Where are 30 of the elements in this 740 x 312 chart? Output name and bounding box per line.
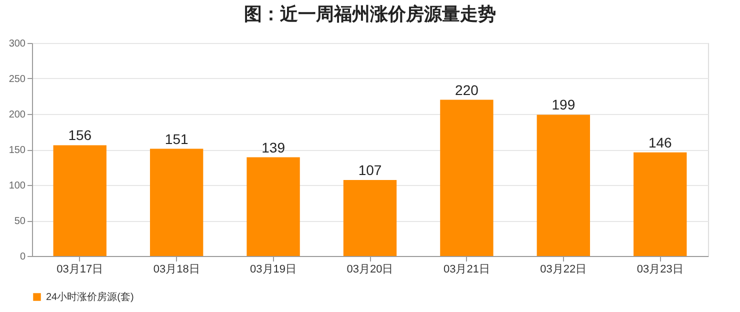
bar (150, 148, 204, 256)
x-tick-label: 03月18日 (153, 264, 200, 276)
data-label: 151 (164, 130, 188, 147)
y-tick-label: 50 (14, 216, 26, 227)
y-tick-label: 0 (20, 252, 26, 262)
y-tick-label: 250 (8, 74, 26, 85)
y-tick-label: 150 (8, 145, 26, 156)
x-tick-label: 03月22日 (540, 264, 587, 276)
x-tick-label: 03月21日 (443, 264, 490, 276)
data-label: 107 (358, 162, 382, 178)
y-tick-label: 100 (8, 180, 26, 192)
x-tick-label: 03月17日 (56, 264, 104, 276)
data-label: 156 (68, 127, 92, 144)
data-label: 139 (262, 139, 286, 156)
y-tick-label: 300 (8, 38, 26, 50)
x-tick-label: 03月19日 (250, 264, 297, 276)
bar (440, 100, 494, 256)
bar (634, 152, 687, 256)
bar (53, 145, 106, 256)
data-label: 146 (648, 134, 672, 150)
bar (536, 114, 590, 256)
x-tick-label: 03月20日 (346, 264, 394, 276)
data-label: 199 (552, 96, 576, 113)
bar (246, 157, 300, 256)
bar (343, 180, 397, 256)
data-label: 220 (455, 82, 479, 98)
y-tick-label: 200 (8, 110, 26, 120)
chart-title: 图：近一周福州涨价房源量走势 (244, 4, 496, 24)
x-tick-label: 03月23日 (636, 264, 684, 276)
legend-label: 24小时涨价房源(套) (46, 291, 134, 303)
